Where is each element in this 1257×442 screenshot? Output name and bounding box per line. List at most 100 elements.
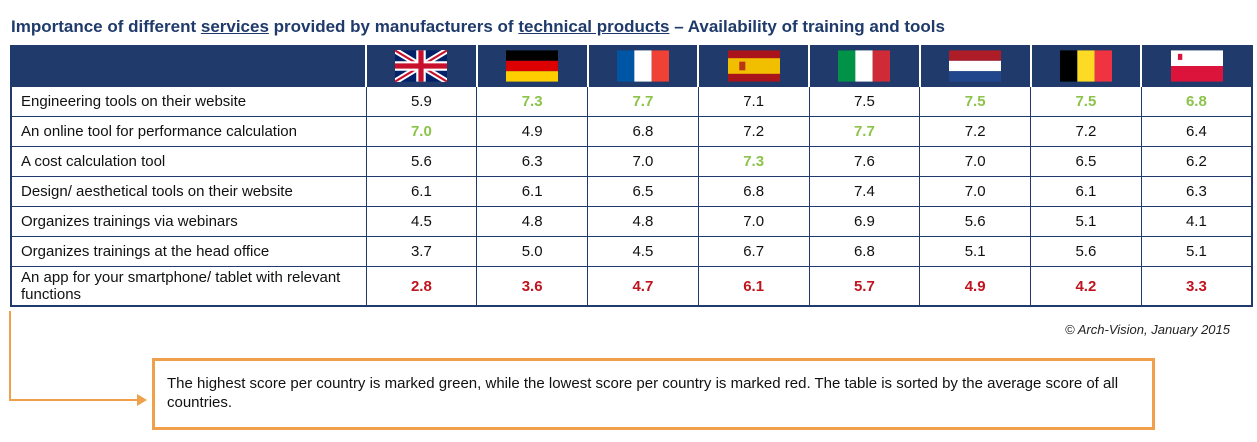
score-cell: 7.3	[697, 146, 809, 177]
callout-connector	[9, 311, 17, 401]
score-cell: 7.7	[587, 87, 699, 117]
belgium-flag-icon	[1059, 50, 1112, 82]
score-cell: 4.5	[587, 236, 699, 267]
score-cell: 6.8	[808, 236, 920, 267]
callout-arrow-line	[9, 399, 143, 401]
score-cell: 4.1	[1140, 206, 1252, 237]
score-cell: 7.2	[919, 116, 1031, 147]
score-cell: 6.1	[1030, 176, 1142, 207]
callout-arrow-icon	[137, 394, 147, 406]
score-cell: 6.3	[476, 146, 588, 177]
table-row: A cost calculation tool 5.6 6.3 7.0 7.3 7.6 7.…	[11, 146, 1252, 177]
score-cell: 7.1	[697, 87, 809, 117]
score-cell: 4.5	[365, 206, 477, 237]
score-cell: 4.2	[1030, 266, 1142, 307]
score-cell: 5.1	[1030, 206, 1142, 237]
italy-flag-icon	[838, 50, 891, 82]
score-cell: 7.5	[1030, 87, 1142, 117]
score-cell: 2.8	[365, 266, 477, 307]
score-cell: 6.9	[808, 206, 920, 237]
header-italy	[808, 45, 920, 87]
score-cell: 7.0	[587, 146, 699, 177]
header-blank	[11, 45, 366, 87]
score-cell: 7.0	[919, 146, 1031, 177]
score-cell: 4.8	[587, 206, 699, 237]
table-row: Design/ aesthetical tools on their websi…	[11, 176, 1252, 207]
row-label: An app for your smartphone/ tablet with …	[11, 266, 366, 307]
header-germany	[475, 45, 588, 87]
score-cell: 5.9	[365, 87, 477, 117]
score-cell: 5.1	[919, 236, 1031, 267]
score-cell: 4.8	[476, 206, 588, 237]
table-row: An app for your smartphone/ tablet with …	[11, 266, 1252, 307]
row-label: A cost calculation tool	[11, 146, 366, 177]
scores-table: Engineering tools on their website 5.9 7.3…	[10, 45, 1253, 307]
score-cell: 5.7	[808, 266, 920, 307]
score-cell: 6.1	[476, 176, 588, 207]
score-cell: 7.5	[919, 87, 1031, 117]
score-cell: 5.6	[365, 146, 477, 177]
score-cell: 7.2	[697, 116, 809, 147]
score-cell: 4.9	[476, 116, 588, 147]
score-cell: 5.1	[1140, 236, 1252, 267]
score-cell: 6.8	[1140, 87, 1252, 117]
header-poland	[1140, 45, 1252, 87]
header-spain	[697, 45, 809, 87]
score-cell: 7.6	[808, 146, 920, 177]
germany-flag-icon	[506, 50, 559, 82]
title-technical-products: technical products	[518, 17, 670, 36]
france-flag-icon	[616, 50, 669, 82]
title-part-1: Importance of different	[11, 17, 201, 36]
score-cell: 5.0	[476, 236, 588, 267]
score-cell: 6.8	[587, 116, 699, 147]
table-row: Organizes trainings via webinars 4.5 4.8 4.…	[11, 206, 1252, 237]
title-part-3: – Availability of training and tools	[669, 17, 945, 36]
score-cell: 6.1	[365, 176, 477, 207]
score-cell: 6.5	[1030, 146, 1142, 177]
row-label: Organizes trainings at the head office	[11, 236, 366, 267]
score-cell: 7.4	[808, 176, 920, 207]
table-row: Organizes trainings at the head office 3.…	[11, 236, 1252, 267]
row-label: Design/ aesthetical tools on their websi…	[11, 176, 366, 207]
chart-title: Importance of different services provide…	[11, 17, 945, 37]
score-cell: 4.9	[919, 266, 1031, 307]
header-netherlands	[918, 45, 1031, 87]
row-label: An online tool for performance calculati…	[11, 116, 366, 147]
table-row: Engineering tools on their website 5.9 7.3…	[11, 87, 1252, 117]
credit-text: © Arch-Vision, January 2015	[1065, 322, 1230, 337]
netherlands-flag-icon	[949, 50, 1002, 82]
score-cell: 7.2	[1030, 116, 1142, 147]
uk-flag-icon	[395, 50, 448, 82]
score-cell: 4.7	[587, 266, 699, 307]
row-label: Engineering tools on their website	[11, 87, 366, 117]
score-cell: 7.5	[808, 87, 920, 117]
score-cell: 5.6	[919, 206, 1031, 237]
score-cell: 6.5	[587, 176, 699, 207]
header-uk	[365, 45, 477, 87]
score-cell: 7.0	[919, 176, 1031, 207]
score-cell: 7.0	[697, 206, 809, 237]
score-cell: 7.0	[365, 116, 477, 147]
header-belgium	[1029, 45, 1142, 87]
title-services: services	[200, 17, 269, 36]
score-cell: 6.8	[697, 176, 809, 207]
score-cell: 7.7	[808, 116, 920, 147]
score-cell: 3.3	[1140, 266, 1252, 307]
poland-flag-icon	[1170, 50, 1223, 82]
score-cell: 6.3	[1140, 176, 1252, 207]
score-cell: 6.4	[1140, 116, 1252, 147]
score-cell: 3.6	[476, 266, 588, 307]
score-cell: 3.7	[365, 236, 477, 267]
header-france	[586, 45, 699, 87]
score-cell: 6.1	[697, 266, 809, 307]
score-cell: 7.3	[476, 87, 588, 117]
row-label: Organizes trainings via webinars	[11, 206, 366, 237]
callout-note: The highest score per country is marked …	[152, 358, 1155, 430]
spain-flag-icon	[727, 50, 780, 82]
header-row	[11, 45, 1252, 87]
score-cell: 5.6	[1030, 236, 1142, 267]
score-cell: 6.7	[697, 236, 809, 267]
table-row: An online tool for performance calculati…	[11, 116, 1252, 147]
score-cell: 6.2	[1140, 146, 1252, 177]
title-part-2: provided by manufacturers of	[268, 17, 519, 36]
